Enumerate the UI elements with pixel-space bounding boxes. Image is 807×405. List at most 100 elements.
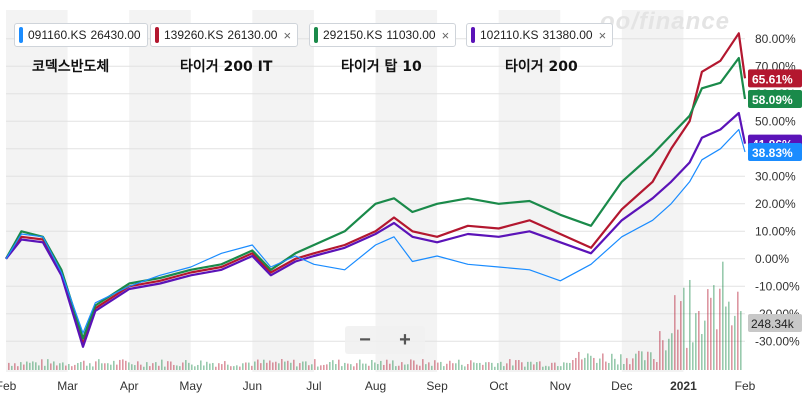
volume-bar: [314, 359, 316, 370]
close-icon[interactable]: ×: [598, 27, 607, 43]
volume-bar: [266, 362, 268, 370]
volume-bar: [407, 364, 409, 370]
y-tick-label: 50.00%: [755, 114, 796, 128]
month-band: [621, 10, 684, 372]
volume-bar: [197, 364, 199, 370]
volume-bar: [680, 301, 682, 370]
volume-bar: [581, 359, 583, 370]
close-icon[interactable]: ×: [441, 27, 450, 43]
volume-bar: [425, 364, 427, 370]
volume-bar: [626, 358, 628, 370]
volume-bar: [461, 364, 463, 370]
volume-bar: [293, 359, 295, 370]
volume-bar: [245, 362, 247, 370]
watermark-text: oo/finance: [600, 8, 731, 35]
volume-bar: [230, 366, 232, 370]
volume-bar: [683, 287, 685, 370]
x-tick-label: Aug: [365, 379, 386, 393]
x-tick-label: Nov: [550, 379, 571, 393]
volume-bar: [416, 364, 418, 370]
zoom-out-button[interactable]: −: [359, 328, 371, 351]
symbol-chip-3[interactable]: 292150.KS 11030.00 ×: [309, 23, 457, 47]
x-tick-label: Feb: [0, 379, 17, 393]
value-badge-label: 65.61%: [752, 72, 793, 86]
volume-bar: [134, 365, 136, 370]
volume-bar: [35, 362, 37, 370]
volume-bar: [167, 361, 169, 370]
volume-bar: [17, 366, 19, 370]
volume-bar: [47, 359, 49, 370]
symbol-chip-4[interactable]: 102110.KS 31380.00 ×: [466, 23, 614, 47]
volume-bar: [527, 361, 529, 370]
zoom-in-button[interactable]: +: [399, 328, 411, 351]
volume-bar: [236, 365, 238, 370]
volume-bar: [521, 362, 523, 370]
value-badge-label: 38.83%: [752, 146, 793, 160]
volume-bar: [734, 315, 736, 370]
series-line: [5, 111, 747, 348]
volume-bar: [320, 365, 322, 370]
volume-bar: [620, 354, 622, 370]
volume-bar: [161, 359, 163, 370]
volume-bar: [179, 366, 181, 370]
volume-bar: [353, 366, 355, 370]
volume-bar: [338, 359, 340, 370]
volume-bar: [137, 361, 139, 370]
volume-bar: [518, 360, 520, 370]
symbol-chip-2[interactable]: 139260.KS 26130.00 ×: [150, 23, 299, 47]
volume-bar: [200, 360, 202, 370]
value-badge: [748, 90, 802, 109]
volume-bar: [431, 365, 433, 370]
volume-bar: [701, 334, 703, 370]
volume-bar: [182, 362, 184, 370]
volume-bar: [32, 361, 34, 370]
volume-bar: [464, 366, 466, 370]
volume-bar: [497, 363, 499, 370]
volume-bar: [26, 361, 28, 370]
volume-bar: [281, 359, 283, 370]
volume-bar: [263, 359, 265, 370]
volume-bar: [602, 353, 604, 370]
volume-bar: [164, 366, 166, 370]
volume-bar: [632, 358, 634, 370]
volume-bar: [254, 361, 256, 370]
volume-bar: [194, 366, 196, 370]
volume-bar: [593, 357, 595, 370]
series-line: [5, 32, 747, 346]
volume-bar: [107, 363, 109, 370]
volume-bar: [203, 365, 205, 370]
volume-bar: [389, 363, 391, 370]
volume-bar: [113, 360, 115, 370]
volume-bar: [251, 365, 253, 370]
volume-bar: [146, 362, 148, 370]
x-tick-label: Sep: [426, 379, 448, 393]
volume-bar: [614, 358, 616, 370]
volume-bar: [611, 353, 613, 370]
volume-bar: [662, 340, 664, 370]
volume-bar: [20, 362, 22, 370]
volume-bar: [401, 362, 403, 370]
volume-bar: [629, 364, 631, 370]
symbol-chip-1[interactable]: 091160.KS 26430.00: [14, 23, 148, 47]
volume-badge-label: 248.34k: [751, 317, 795, 331]
volume-bar: [140, 364, 142, 370]
volume-bar: [638, 350, 640, 370]
volume-bar: [62, 362, 64, 370]
close-icon[interactable]: ×: [283, 27, 292, 43]
volume-bar: [623, 363, 625, 370]
volume-bar: [302, 361, 304, 370]
volume-bar: [569, 362, 571, 370]
volume-bar: [572, 360, 574, 370]
x-tick-label: Dec: [611, 379, 632, 393]
volume-bar: [296, 366, 298, 370]
volume-bar: [641, 351, 643, 370]
volume-bar: [290, 362, 292, 370]
volume-bar: [185, 360, 187, 370]
volume-bar: [560, 366, 562, 370]
month-band: [129, 10, 191, 372]
volume-bar: [332, 360, 334, 370]
month-band: [6, 10, 68, 372]
volume-bar: [488, 362, 490, 370]
volume-bar: [50, 363, 52, 370]
